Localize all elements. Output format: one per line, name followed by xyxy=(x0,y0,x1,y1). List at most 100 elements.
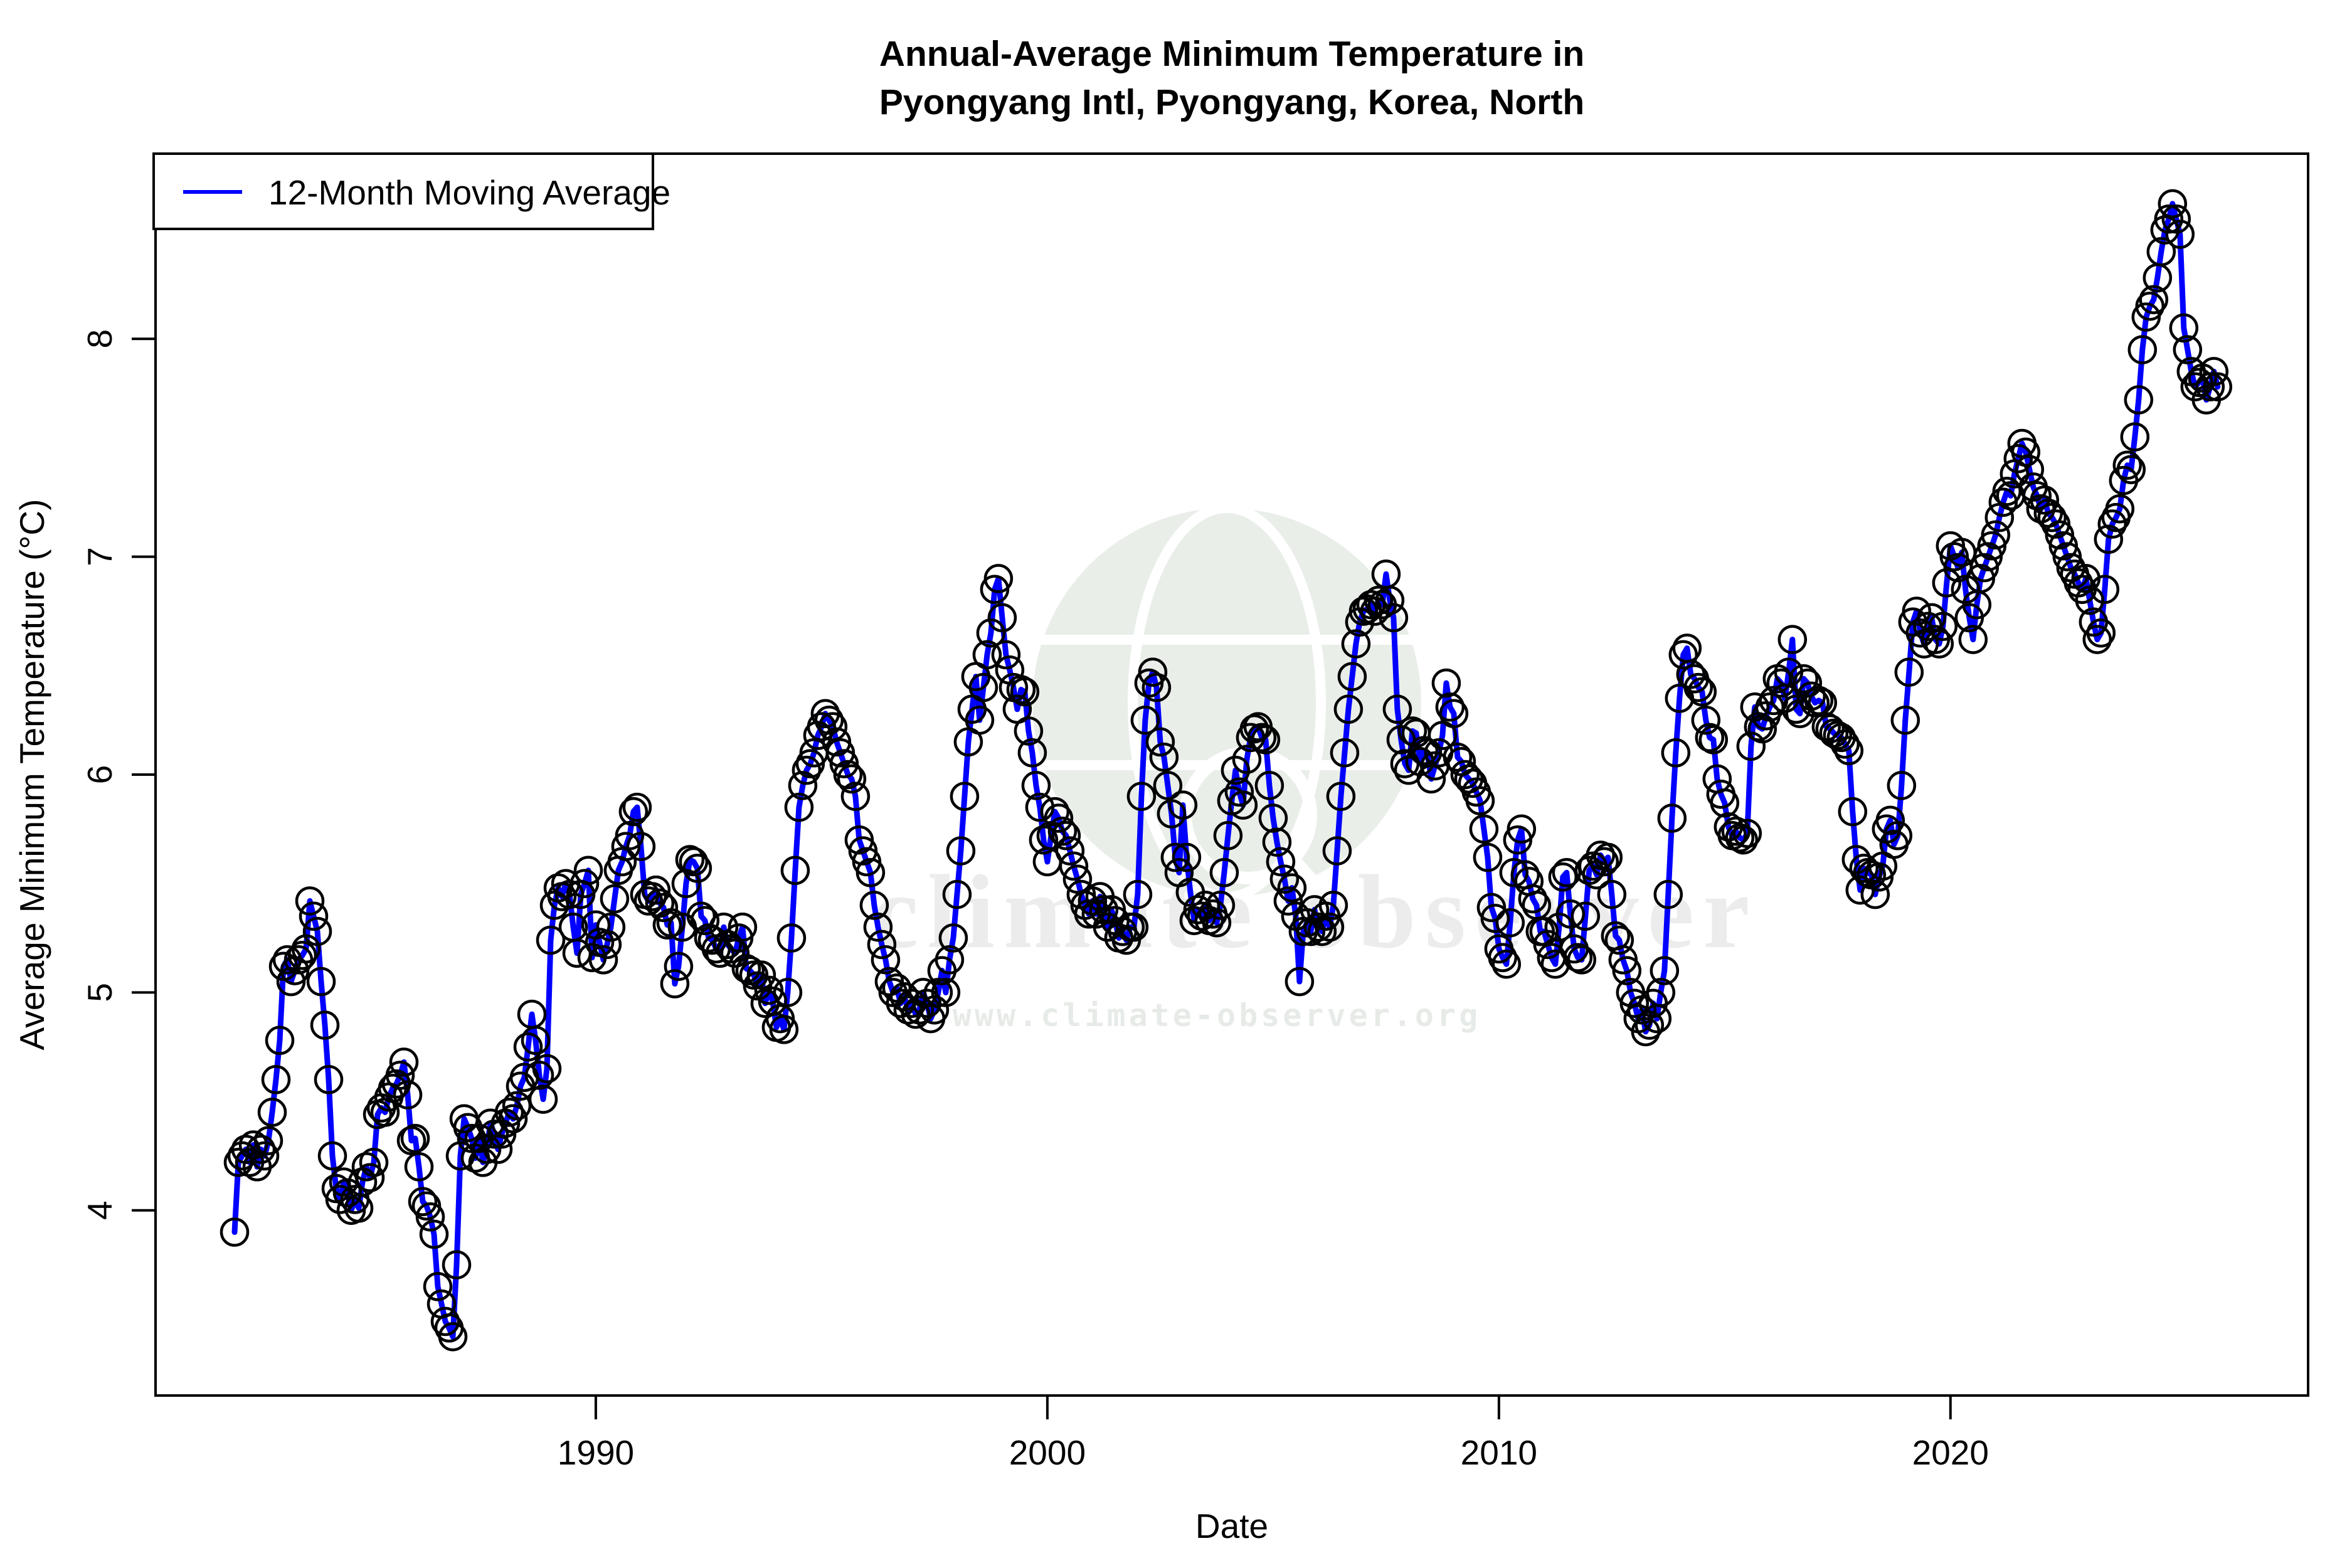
data-point xyxy=(1808,688,1838,718)
data-point xyxy=(2195,372,2225,401)
data-point xyxy=(1232,744,1262,774)
data-point xyxy=(1356,590,1386,620)
data-point xyxy=(1202,908,1232,938)
data-point xyxy=(1563,943,1593,973)
data-point xyxy=(250,1141,280,1171)
data-point xyxy=(1480,904,1510,933)
data-point xyxy=(1333,694,1364,724)
data-point xyxy=(1860,879,1890,909)
data-point xyxy=(1010,677,1040,707)
data-point xyxy=(385,1061,415,1090)
data-point xyxy=(1518,884,1548,914)
y-tick-label: 6 xyxy=(80,765,119,785)
data-point xyxy=(1548,862,1578,892)
data-point xyxy=(1589,847,1619,877)
data-point xyxy=(1890,705,1920,735)
data-point xyxy=(728,912,758,942)
data-point xyxy=(513,1032,543,1062)
data-point xyxy=(1168,790,1198,820)
data-point xyxy=(1439,699,1469,728)
data-point xyxy=(1465,786,1495,815)
data-point xyxy=(649,893,679,923)
data-point xyxy=(1887,771,1917,800)
data-point xyxy=(1958,625,1988,654)
y-axis: 4 5 6 7 8 xyxy=(80,329,156,1220)
data-point xyxy=(536,925,566,955)
data-point xyxy=(314,1065,344,1094)
data-point xyxy=(1571,901,1601,931)
data-point xyxy=(1928,612,1958,642)
data-point xyxy=(746,960,776,990)
data-point xyxy=(524,1061,554,1090)
data-point xyxy=(1269,864,1300,894)
data-point xyxy=(1285,967,1315,997)
data-point xyxy=(784,792,814,822)
data-point xyxy=(1657,803,1687,833)
data-point xyxy=(2075,585,2105,615)
data-point xyxy=(776,923,807,953)
data-point xyxy=(976,618,1006,648)
data-point xyxy=(569,869,600,898)
data-point xyxy=(1612,956,1642,985)
data-point xyxy=(1326,781,1356,811)
data-point xyxy=(983,564,1014,593)
y-tick-label: 5 xyxy=(80,983,119,1002)
data-point xyxy=(2124,385,2154,415)
data-point xyxy=(641,875,671,905)
data-point xyxy=(863,912,893,942)
data-point xyxy=(1205,891,1236,920)
x-tick-label: 2010 xyxy=(1461,1433,1537,1472)
data-point xyxy=(607,847,637,877)
data-point xyxy=(1894,657,1924,687)
data-point xyxy=(1597,879,1627,909)
data-point xyxy=(1634,1010,1665,1040)
data-point xyxy=(287,941,317,970)
data-point xyxy=(2116,455,2146,484)
data-point xyxy=(438,1322,468,1352)
data-point xyxy=(1051,821,1081,850)
x-axis-title: Date xyxy=(1195,1507,1268,1545)
data-point xyxy=(1044,803,1074,833)
data-point xyxy=(261,1065,291,1094)
data-point xyxy=(833,760,863,790)
data-point xyxy=(1258,803,1288,833)
data-point xyxy=(1732,818,1762,849)
data-point xyxy=(1213,821,1243,850)
data-point xyxy=(1251,725,1281,755)
data-point xyxy=(690,906,720,935)
data-point xyxy=(588,945,618,975)
data-point xyxy=(1119,912,1149,942)
data-point xyxy=(1725,823,1755,852)
data-point xyxy=(1017,738,1047,768)
data-point xyxy=(871,945,901,975)
data-point xyxy=(408,1187,438,1217)
data-point xyxy=(2094,524,2124,554)
y-tick-label: 7 xyxy=(80,547,119,566)
data-point xyxy=(1149,742,1179,772)
data-point xyxy=(419,1219,449,1249)
data-point xyxy=(1341,629,1371,659)
x-tick-label: 2000 xyxy=(1009,1433,1086,1472)
data-point xyxy=(780,856,810,886)
data-point xyxy=(1619,988,1650,1018)
data-point xyxy=(867,930,897,960)
data-point xyxy=(1777,625,1808,654)
data-point xyxy=(1221,755,1251,785)
data-point xyxy=(2015,455,2045,484)
data-point xyxy=(2011,437,2041,467)
data-point xyxy=(1416,764,1446,794)
data-point xyxy=(442,1250,472,1279)
data-point xyxy=(709,912,739,942)
data-point xyxy=(1495,908,1525,938)
data-point xyxy=(1875,805,1905,835)
data-point xyxy=(859,891,889,920)
y-tick-label: 4 xyxy=(80,1200,119,1220)
data-point xyxy=(2135,291,2165,321)
data-point xyxy=(494,1098,524,1127)
data-point xyxy=(1322,836,1352,866)
data-point xyxy=(1153,771,1183,800)
data-point xyxy=(1830,729,1860,759)
data-point xyxy=(1123,879,1153,909)
data-point xyxy=(1409,736,1439,766)
